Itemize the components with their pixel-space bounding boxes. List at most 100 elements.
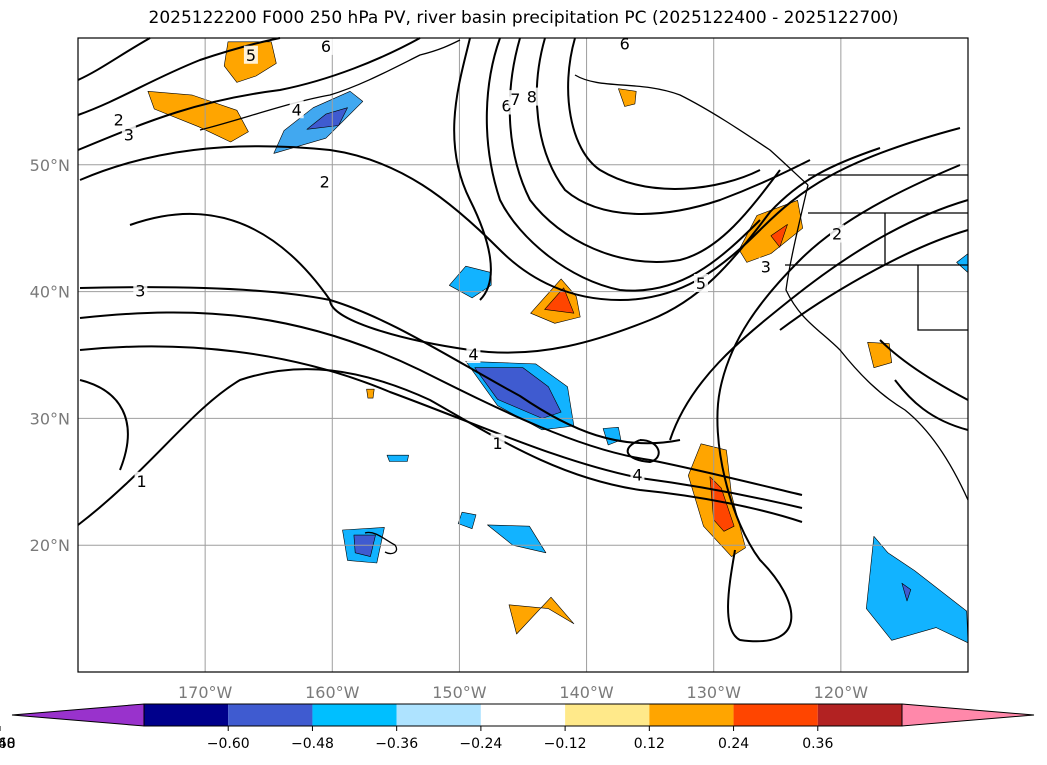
contour-label: 4 — [292, 100, 302, 119]
contour-label: 6 — [321, 37, 331, 56]
lon-label: 150°W — [432, 683, 487, 702]
pv-contour — [79, 345, 803, 509]
precip-fill-region — [956, 253, 969, 273]
us-state-borders — [785, 174, 968, 331]
contour-label-bg — [317, 172, 332, 191]
colorbar-tick-label: −0.24 — [459, 736, 502, 752]
precip-fill-region — [867, 341, 893, 369]
lat-label: 40°N — [30, 283, 70, 302]
contour-label-bg — [134, 471, 149, 490]
colorbar-swatch — [817, 704, 902, 726]
colorbar-swatch — [733, 704, 818, 726]
precip-fill-region — [487, 524, 547, 554]
colorbar-swatch — [396, 704, 481, 726]
precip-fill-region — [474, 367, 562, 419]
precip-fill-region — [508, 596, 575, 635]
colorbar-swatch — [480, 704, 566, 726]
pv-contour — [79, 379, 129, 471]
pv-contour — [79, 286, 681, 445]
colorbar-tick-label: −0.60 — [207, 736, 250, 752]
contour-label: 2 — [114, 110, 124, 129]
precip-fill-region — [366, 388, 375, 399]
contour-label-bg — [758, 257, 773, 276]
contour-label: 2 — [832, 225, 842, 244]
contour-label-bg — [111, 110, 126, 129]
contour-label: 3 — [124, 126, 134, 145]
precip-fill-region — [457, 511, 477, 530]
contour-label: 4 — [632, 465, 642, 484]
precip-fill-layer — [147, 41, 969, 644]
colorbar-tick-label: −0.48 — [291, 736, 334, 752]
gridlines — [78, 38, 968, 672]
colorbar-tick-label: 0.36 — [802, 736, 833, 752]
lon-label: 120°W — [814, 683, 869, 702]
longitude-labels: 170°W 160°W 150°W 140°W 130°W 120°W — [178, 683, 868, 702]
precip-fill-region — [602, 426, 622, 446]
colorbar-tick-label: −0.12 — [544, 736, 587, 752]
colorbar-tick-label: 0.24 — [718, 736, 749, 752]
contour-label-bg — [617, 34, 632, 53]
lon-label: 170°W — [178, 683, 233, 702]
precip-fill-region — [386, 454, 409, 462]
colorbar-swatch — [649, 704, 734, 726]
pv-contour — [535, 37, 811, 215]
pv-contour — [879, 339, 969, 401]
contour-label: 8 — [527, 88, 537, 107]
contour-label-bg — [630, 465, 645, 484]
alaska-coast — [199, 39, 461, 131]
colorbar: −0.60 −0.48 −0.36 −0.24 −0.12 0.12 0.24 0.36 0.4… — [0, 703, 1035, 752]
contour-label: 2 — [320, 173, 330, 192]
latitude-labels: 50°N 40°N 30°N 20°N — [30, 156, 70, 555]
lon-label: 130°W — [687, 683, 742, 702]
precip-fill-region — [901, 582, 912, 602]
pv-contour — [77, 368, 803, 526]
colorbar-tick-label: 0.60 — [0, 736, 16, 752]
contour-label-bg — [243, 45, 258, 64]
precip-fill-region — [770, 224, 788, 248]
colorbar-extend-high — [901, 703, 1035, 727]
colorbar-tick-label: 0.48 — [0, 736, 16, 752]
colorbar-swatch — [144, 704, 229, 726]
precip-fill-region — [306, 107, 348, 130]
precip-fill-region — [353, 534, 376, 557]
pv-contour — [77, 37, 421, 151]
pv-contour — [779, 229, 969, 331]
map-frame — [77, 37, 969, 673]
contour-label-bg — [318, 36, 333, 55]
pv-contour — [716, 164, 961, 643]
lat-label: 50°N — [30, 156, 70, 175]
us-west-coast — [785, 184, 969, 501]
contour-label: 5 — [696, 274, 706, 293]
precip-fill-region — [618, 88, 637, 107]
precip-fill-region — [544, 287, 575, 314]
contour-label-bg — [121, 125, 136, 144]
pv-contour — [485, 37, 761, 292]
lon-label: 160°W — [305, 683, 360, 702]
contour-label-bg — [508, 90, 523, 109]
lat-label: 20°N — [30, 536, 70, 555]
contour-label: 1 — [492, 434, 502, 453]
colorbar-tick-label: 0.12 — [634, 736, 665, 752]
contour-label-bg — [524, 87, 539, 106]
contour-label: 3 — [761, 258, 771, 277]
contour-label-bg — [490, 433, 505, 452]
contour-label-bg — [466, 345, 481, 363]
pv-contour — [79, 127, 961, 302]
contour-label: 3 — [135, 282, 145, 301]
pv-contour — [77, 37, 281, 116]
colorbar-swatch — [565, 704, 650, 726]
lon-label: 140°W — [559, 683, 614, 702]
pv-contour — [567, 37, 761, 190]
contour-label: 5 — [246, 46, 256, 65]
colorbar-swatch — [312, 704, 397, 726]
contour-label: 6 — [620, 34, 630, 53]
coastlines — [199, 39, 969, 555]
precip-fill-region — [147, 91, 249, 143]
colorbar-extend-low — [11, 703, 145, 727]
contour-label-bg — [830, 224, 845, 243]
pv-contour — [129, 147, 881, 354]
lat-label: 30°N — [30, 409, 70, 428]
colorbar-outline — [143, 703, 903, 727]
